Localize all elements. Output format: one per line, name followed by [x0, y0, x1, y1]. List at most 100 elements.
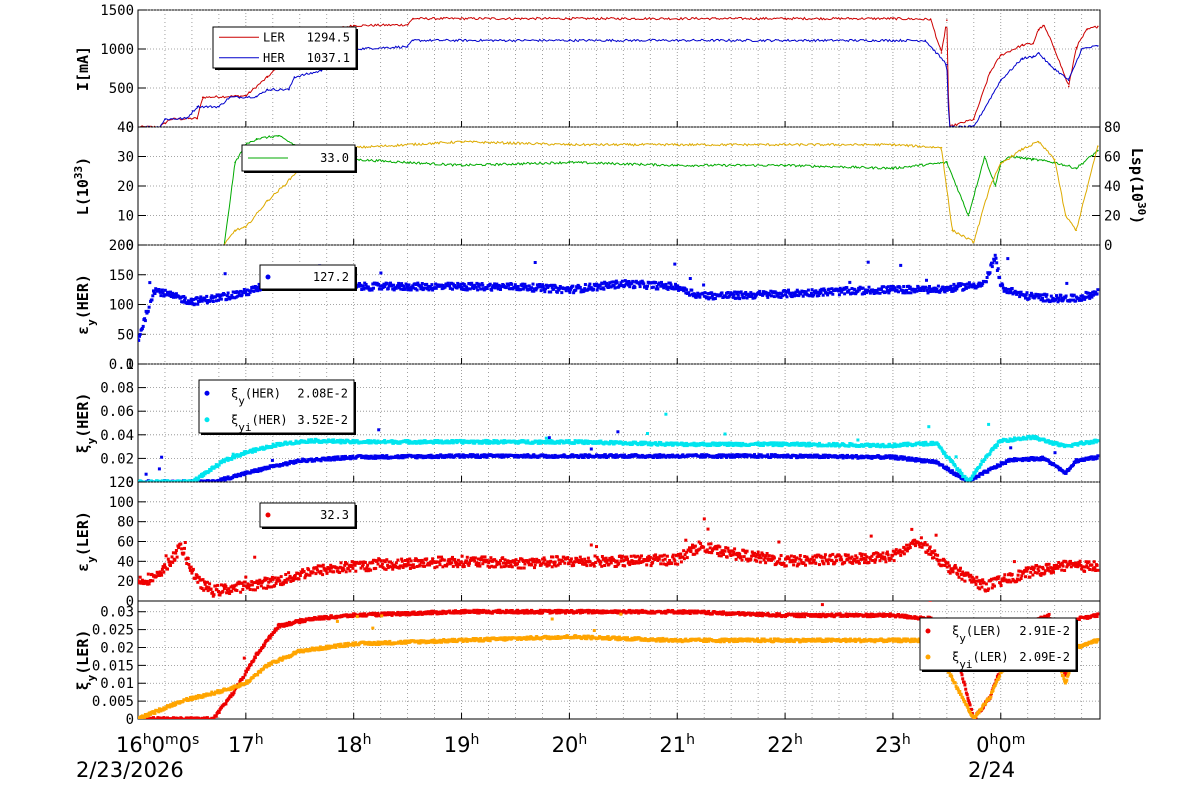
- series-point: [186, 302, 189, 305]
- series-point: [693, 292, 697, 296]
- series-point: [473, 556, 477, 560]
- series-point: [976, 284, 979, 288]
- series-point: [1004, 289, 1008, 293]
- series-point: [392, 283, 395, 287]
- series-point: [189, 297, 193, 301]
- series-point: [612, 280, 615, 284]
- series-point: [790, 295, 794, 299]
- series-point: [443, 285, 447, 289]
- series-point: [569, 559, 573, 563]
- series-point: [185, 479, 189, 482]
- legend-frame: [198, 379, 355, 434]
- series-point: [568, 39, 571, 42]
- series-point: [526, 439, 530, 443]
- y-tick-label: 0.04: [100, 428, 134, 444]
- series-point: [547, 563, 551, 567]
- series-point: [354, 569, 358, 573]
- series-point: [508, 287, 512, 291]
- series-point: [300, 459, 304, 463]
- series-point: [202, 473, 206, 477]
- series-point: [198, 297, 202, 301]
- series-point: [1007, 459, 1011, 463]
- series-point: [143, 317, 147, 321]
- series-point: [138, 332, 142, 336]
- series-point: [599, 560, 603, 564]
- series-point: [397, 281, 401, 285]
- series-point: [626, 283, 630, 287]
- series-point: [863, 288, 867, 292]
- y-axis-label: L(1033): [72, 157, 93, 215]
- series-point: [203, 582, 207, 586]
- series-point: [386, 287, 390, 291]
- series-point: [953, 464, 957, 468]
- series-point: [141, 324, 145, 328]
- series-point: [190, 299, 194, 303]
- series-point: [682, 289, 686, 293]
- series-point: [390, 561, 394, 565]
- series-point: [821, 453, 825, 457]
- series-point: [473, 283, 477, 287]
- series-point: [442, 558, 446, 562]
- series-point: [241, 588, 245, 591]
- series-point: [1050, 440, 1054, 444]
- series-point: [445, 562, 449, 566]
- series-point: [803, 441, 807, 445]
- series-point: [761, 444, 765, 447]
- series-point: [274, 581, 278, 585]
- series-point: [1005, 291, 1009, 295]
- series-point: [655, 285, 659, 288]
- series-point: [973, 284, 976, 288]
- series-point: [431, 557, 435, 561]
- series-point: [450, 453, 454, 457]
- series-point: [664, 282, 668, 286]
- series-point: [1021, 44, 1024, 46]
- series-point: [541, 283, 545, 287]
- series-point: [370, 288, 374, 292]
- series-point: [383, 285, 387, 289]
- series-point: [985, 454, 989, 458]
- series-point: [1072, 293, 1076, 297]
- series-point: [488, 559, 492, 563]
- series-point: [247, 293, 251, 296]
- series-point: [163, 563, 167, 567]
- series-point: [983, 458, 987, 461]
- series-point: [205, 585, 209, 589]
- series-point: [284, 580, 288, 584]
- series-point: [886, 445, 890, 449]
- series-point: [1021, 148, 1024, 150]
- legend-swatch: [204, 417, 210, 423]
- series-point: [494, 559, 498, 563]
- series-point: [1097, 25, 1099, 28]
- series-point: [408, 567, 412, 570]
- series-point: [151, 579, 155, 583]
- series-point: [217, 463, 221, 467]
- series-point: [253, 449, 257, 453]
- y-tick-label: 0: [126, 120, 134, 136]
- series-point: [315, 566, 319, 570]
- series-point: [265, 586, 268, 590]
- series-point: [423, 564, 426, 568]
- series-point: [794, 454, 798, 458]
- series-point: [734, 296, 738, 300]
- series-point: [1027, 297, 1031, 301]
- series-point: [1086, 291, 1090, 295]
- series-point: [845, 286, 849, 290]
- series-point: [996, 267, 1000, 271]
- series-point: [365, 440, 369, 444]
- series-point: [273, 576, 277, 580]
- series-point: [245, 288, 249, 292]
- series-point: [1037, 140, 1040, 143]
- series-point: [784, 164, 786, 167]
- y-axis-right-label: Lsp(1030): [1128, 148, 1149, 224]
- series-point: [149, 479, 153, 482]
- series-point: [448, 560, 452, 564]
- series-point: [814, 289, 818, 293]
- y-tick-label: 20: [117, 179, 134, 195]
- series-point: [147, 582, 151, 586]
- series-point: [577, 559, 581, 562]
- series-point: [451, 287, 454, 291]
- series-point: [678, 286, 682, 290]
- series-point: [499, 288, 502, 291]
- series-point: [481, 562, 485, 566]
